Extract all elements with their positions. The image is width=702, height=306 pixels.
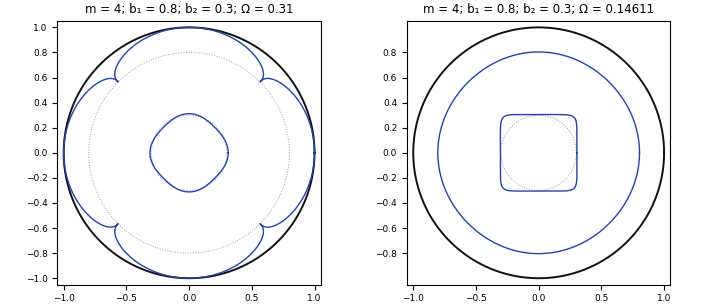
Title: m = 4; b₁ = 0.8; b₂ = 0.3; Ω = 0.31: m = 4; b₁ = 0.8; b₂ = 0.3; Ω = 0.31 xyxy=(85,3,293,16)
Title: m = 4; b₁ = 0.8; b₂ = 0.3; Ω = 0.14611: m = 4; b₁ = 0.8; b₂ = 0.3; Ω = 0.14611 xyxy=(423,3,654,16)
